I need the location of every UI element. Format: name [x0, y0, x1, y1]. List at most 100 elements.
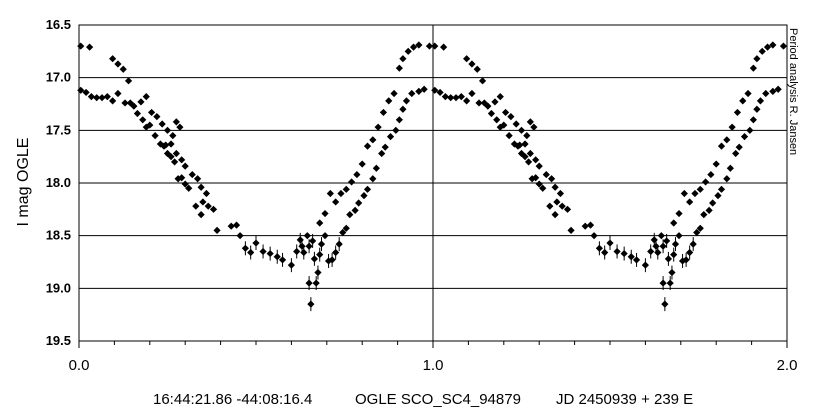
data-point — [693, 228, 701, 237]
data-point — [659, 242, 667, 250]
data-point — [158, 120, 166, 128]
data-point — [675, 209, 683, 218]
data-point — [452, 94, 460, 102]
data-point — [197, 183, 205, 191]
data-point — [379, 108, 388, 117]
data-point — [723, 175, 731, 183]
data-point — [664, 255, 673, 263]
data-point — [523, 132, 531, 140]
data-point — [431, 42, 439, 50]
data-point — [746, 126, 754, 134]
data-point — [740, 133, 749, 141]
data-point — [372, 164, 380, 172]
data-point — [326, 189, 334, 198]
data-point — [121, 99, 129, 107]
data-point — [259, 247, 267, 256]
data-point — [753, 105, 761, 113]
x-tick-label: 0.0 — [69, 357, 90, 374]
data-point — [735, 143, 743, 151]
data-point — [551, 183, 559, 191]
data-point — [170, 158, 179, 166]
data-point — [441, 93, 449, 101]
data-point — [501, 108, 510, 117]
data-point — [363, 185, 372, 193]
data-point — [232, 221, 241, 229]
data-point — [167, 140, 175, 148]
data-point — [369, 136, 377, 144]
data-point — [415, 41, 423, 49]
data-point — [378, 149, 386, 158]
data-point — [404, 47, 412, 55]
x-tick-label: 1.0 — [423, 357, 444, 374]
data-point — [641, 261, 649, 269]
data-point — [300, 248, 308, 257]
data-point — [728, 123, 736, 131]
data-point — [298, 242, 306, 250]
data-point — [671, 240, 680, 248]
data-point — [181, 162, 189, 170]
data-point — [402, 97, 411, 105]
data-point — [749, 116, 757, 124]
data-point — [496, 93, 504, 101]
data-point — [351, 206, 359, 214]
data-point — [395, 64, 403, 72]
data-point — [647, 247, 655, 256]
data-point — [505, 132, 513, 140]
caption-ephemeris: JD 2450939 + 239 E — [556, 391, 693, 408]
data-point — [613, 247, 621, 256]
data-point — [409, 43, 418, 51]
data-point — [696, 224, 704, 232]
data-point — [478, 77, 487, 85]
data-point — [539, 184, 547, 192]
data-point — [707, 170, 715, 179]
data-point — [705, 206, 713, 214]
data-point — [314, 268, 322, 277]
data-point — [77, 42, 85, 50]
data-point — [606, 239, 614, 247]
data-point — [530, 123, 538, 131]
data-point — [199, 198, 207, 206]
y-tick-label: 16.5 — [46, 17, 71, 32]
data-point — [774, 85, 782, 93]
data-point — [680, 189, 688, 198]
data-point — [146, 121, 154, 129]
data-point — [526, 149, 534, 158]
data-point — [779, 42, 788, 50]
data-point — [581, 222, 589, 230]
data-point — [337, 189, 345, 198]
data-point — [535, 162, 543, 170]
data-point — [317, 240, 326, 248]
data-point — [114, 60, 122, 68]
data-point — [142, 93, 150, 101]
data-point — [563, 205, 572, 213]
data-point — [193, 175, 202, 183]
y-tick-label: 17.0 — [46, 70, 71, 85]
data-point — [103, 93, 111, 101]
data-point — [463, 97, 471, 105]
data-point — [532, 156, 540, 164]
data-point — [124, 77, 133, 85]
data-point — [595, 244, 603, 252]
data-point — [590, 232, 598, 240]
data-point — [726, 164, 734, 172]
data-point — [463, 55, 471, 63]
data-point — [714, 192, 722, 200]
data-point — [500, 121, 508, 129]
data-point — [696, 185, 704, 193]
data-point — [420, 85, 428, 93]
data-point — [733, 108, 742, 117]
data-point — [172, 118, 180, 126]
data-point — [169, 132, 177, 140]
x-axis: 0.0 1.0 2.0 — [69, 341, 797, 374]
data-point — [510, 140, 519, 148]
data-point — [252, 239, 260, 247]
data-point — [178, 156, 186, 164]
data-point — [473, 65, 481, 73]
data-point — [517, 126, 526, 134]
data-point — [342, 185, 350, 193]
data-point — [399, 105, 407, 113]
data-point — [355, 199, 363, 207]
data-point — [535, 180, 543, 188]
data-point — [386, 133, 395, 141]
data-point — [227, 222, 235, 230]
